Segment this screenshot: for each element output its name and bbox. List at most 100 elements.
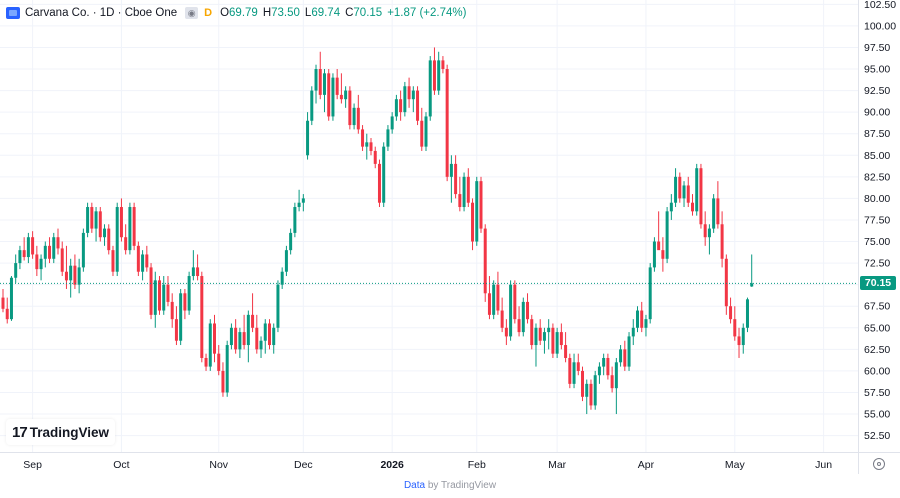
candle-body — [454, 163, 458, 195]
candle-body — [720, 224, 724, 259]
candle — [179, 288, 183, 346]
y-tick-label: 55.00 — [864, 409, 890, 421]
candle — [52, 232, 56, 264]
candle-body — [98, 211, 102, 238]
ohlc-high: H73.50 — [262, 7, 300, 19]
candle — [559, 323, 563, 350]
candle — [610, 366, 614, 393]
dividend-flag[interactable]: D — [204, 7, 213, 19]
tradingview-logo[interactable]: 17 TradingView — [6, 419, 115, 445]
candle — [234, 319, 238, 354]
candlestick-chart[interactable]: 52.5055.0057.5060.0062.5065.0067.5070.00… — [0, 0, 900, 474]
candle-body — [335, 77, 339, 95]
y-tick-label: 65.00 — [864, 322, 890, 334]
candle — [238, 327, 242, 358]
tradingview-wordmark: TradingView — [29, 424, 109, 440]
candle — [640, 301, 644, 333]
candle — [593, 370, 597, 410]
candle — [682, 181, 686, 208]
candle — [623, 340, 627, 371]
candle — [403, 81, 407, 117]
candle-body — [238, 332, 242, 350]
chart-area[interactable]: 52.5055.0057.5060.0062.5065.0067.5070.00… — [0, 0, 900, 474]
candle-body — [420, 120, 424, 147]
candle — [255, 314, 259, 354]
candle — [458, 176, 462, 212]
x-tick-label: Jun — [815, 459, 832, 471]
candle — [297, 189, 301, 212]
candle — [547, 319, 551, 350]
candle — [741, 323, 745, 354]
candle-body — [196, 267, 200, 277]
candle — [597, 362, 601, 384]
candle-body — [297, 202, 301, 208]
x-tick-label: Feb — [468, 459, 486, 471]
candle-body — [103, 228, 107, 238]
gear-icon[interactable] — [873, 458, 885, 470]
candle — [348, 86, 352, 130]
candle — [1, 288, 5, 313]
candle-body — [652, 241, 656, 268]
candle — [462, 172, 466, 212]
symbol-title[interactable]: Carvana Co. · 1D · Cboe One — [25, 7, 178, 19]
candle-body — [509, 284, 513, 337]
y-tick-label: 102.50 — [864, 0, 896, 11]
candle — [631, 319, 635, 346]
candle — [213, 314, 216, 363]
candle — [669, 194, 673, 220]
candle — [369, 138, 373, 156]
candle-body — [60, 248, 64, 272]
candle — [174, 306, 178, 346]
candle-body — [534, 327, 538, 346]
candle — [483, 224, 487, 302]
candle — [322, 69, 326, 113]
candle — [306, 112, 310, 160]
candle-body — [225, 345, 229, 393]
candle-body — [31, 237, 35, 255]
candle — [145, 245, 149, 272]
candle-body — [119, 207, 123, 238]
candle — [695, 163, 699, 216]
candle — [365, 133, 369, 160]
candle-body — [513, 284, 517, 320]
candle — [614, 357, 618, 415]
candle-body — [314, 69, 318, 91]
candle-body — [306, 120, 310, 156]
candle-body — [483, 228, 487, 294]
candle — [703, 211, 707, 246]
price-axis[interactable]: 52.5055.0057.5060.0062.5065.0067.5070.00… — [864, 0, 896, 442]
candle — [551, 323, 555, 358]
candle-body — [610, 375, 614, 389]
candle — [35, 245, 39, 277]
candle-body — [115, 207, 119, 272]
candle — [280, 267, 284, 289]
time-axis[interactable]: Sep Oct Nov Dec 2026 Feb Mar Apr May Jun — [23, 459, 832, 471]
candle — [627, 332, 631, 371]
candle — [69, 258, 73, 298]
candle-body — [521, 301, 525, 333]
eye-icon[interactable]: ◉ — [185, 7, 199, 19]
candle-body — [22, 250, 26, 258]
candle-body — [428, 60, 432, 117]
candle-body — [492, 284, 496, 315]
candle — [686, 176, 690, 208]
candle-body — [733, 319, 737, 337]
candle — [361, 125, 365, 151]
candle-body — [581, 370, 585, 397]
candle-body — [458, 194, 462, 208]
candle-body — [251, 314, 255, 328]
candle-body — [318, 69, 322, 95]
candle — [432, 47, 436, 95]
candle — [43, 241, 47, 268]
candle-body — [619, 349, 623, 363]
candle-body — [703, 224, 707, 238]
y-tick-label: 90.00 — [864, 107, 890, 119]
candle — [428, 56, 432, 121]
y-tick-label: 100.00 — [864, 20, 896, 32]
candle-body — [526, 301, 530, 320]
candle — [424, 112, 428, 151]
candle-body — [322, 73, 326, 95]
x-tick-label: Nov — [209, 459, 228, 471]
candle — [496, 271, 500, 315]
data-link[interactable]: Data — [403, 480, 426, 491]
